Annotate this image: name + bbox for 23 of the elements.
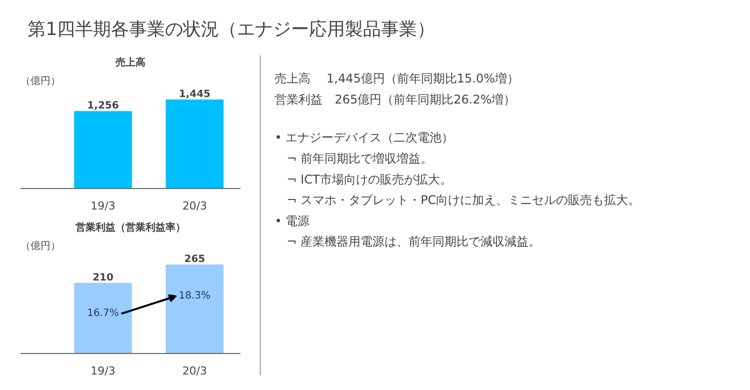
x-tick-label: 19/3 (90, 200, 116, 212)
text: 売上高 1,445億円（前年同期比15.0%増） (274, 72, 519, 86)
chart-title: 営業利益（営業利益率） (76, 222, 186, 234)
annotation: 16.7% (87, 308, 119, 320)
text: 営業利益 265億円（前年同期比26.2%増） (274, 92, 516, 106)
data-label: 1,445 (178, 89, 211, 100)
data-label: 1,256 (87, 100, 119, 112)
text: ¬ 産業機器用電源は、前年同期比で減収減益。 (274, 234, 541, 249)
data-label: 210 (92, 272, 114, 284)
x-tick-label: 19/3 (90, 364, 116, 378)
text: ¬ スマホ・タブレット・PC向けに加え、ミニセルの販売も拡大。 (274, 193, 640, 208)
y-axis-title: （億円） (20, 74, 60, 87)
y-axis-title: （億円） (20, 240, 60, 252)
text: 第1四半期各事業の状況（エナジー応用製品事業） (28, 19, 436, 40)
text: ¬ 前年同期比で増収増益。 (274, 152, 433, 166)
x-tick-label: 20/3 (182, 200, 208, 212)
chart-title: 売上高 (116, 56, 146, 68)
x-tick-label: 20/3 (182, 364, 208, 378)
text: ¬ ICT市場向けの販売が拡大。 (274, 172, 452, 186)
text: • 電源 (274, 214, 310, 228)
text: • エナジーデバイス（二次電池） (274, 130, 454, 145)
annotation: 18.3% (178, 290, 211, 302)
data-label: 265 (184, 254, 206, 266)
